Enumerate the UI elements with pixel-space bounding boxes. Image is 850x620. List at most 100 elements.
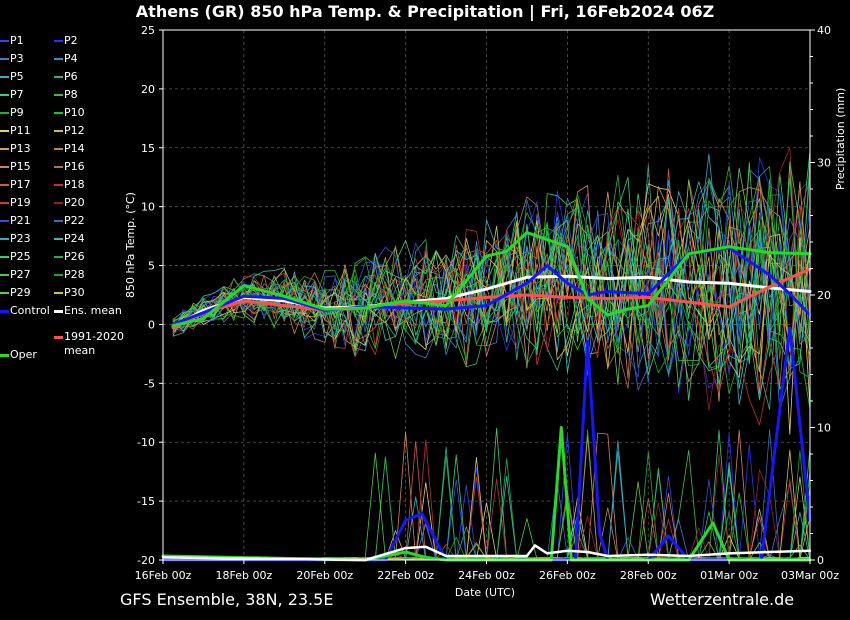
legend: P1 P2 P3 P4 P5 P6 P7 P8 P9 P10 P11 P12 P13 P14 P15 P16 P… bbox=[0, 34, 130, 374]
member-trace bbox=[172, 161, 811, 388]
legend-item: P29 bbox=[0, 286, 31, 300]
precip-line bbox=[161, 544, 812, 562]
y-tick-label: -15 bbox=[137, 495, 155, 508]
legend-swatch bbox=[54, 184, 63, 186]
legend-swatch bbox=[54, 292, 63, 294]
legend-swatch bbox=[0, 94, 9, 96]
legend-item: P19 bbox=[0, 196, 31, 210]
legend-item: P5 bbox=[0, 70, 24, 84]
x-tick-label: 24Feb 00z bbox=[458, 569, 515, 582]
legend-item: P12 bbox=[54, 124, 85, 138]
legend-item: P9 bbox=[0, 106, 24, 120]
legend-swatch bbox=[0, 148, 9, 150]
legend-item: Ens. mean bbox=[54, 304, 122, 318]
legend-item: P26 bbox=[54, 250, 85, 264]
legend-swatch bbox=[54, 40, 63, 42]
legend-swatch bbox=[54, 166, 63, 168]
legend-swatch bbox=[0, 40, 9, 42]
y2-tick-label: 0 bbox=[817, 554, 824, 567]
legend-label: P14 bbox=[64, 142, 85, 155]
series-line bbox=[171, 231, 812, 328]
legend-item: P7 bbox=[0, 88, 24, 102]
legend-label: P6 bbox=[64, 70, 78, 83]
legend-label: P30 bbox=[64, 286, 85, 299]
legend-swatch bbox=[54, 220, 63, 222]
legend-item: P3 bbox=[0, 52, 24, 66]
legend-item: P30 bbox=[54, 286, 85, 300]
legend-swatch bbox=[0, 256, 9, 258]
legend-item: P11 bbox=[0, 124, 31, 138]
member-trace bbox=[172, 181, 811, 401]
y2-tick-label: 40 bbox=[817, 24, 831, 37]
legend-item: P28 bbox=[54, 268, 85, 282]
legend-item: P6 bbox=[54, 70, 78, 84]
x-tick-label: 26Feb 00z bbox=[539, 569, 596, 582]
y2-tick-label: 30 bbox=[817, 157, 831, 170]
legend-label: P24 bbox=[64, 232, 85, 245]
x-tick-label: 01Mar 00z bbox=[700, 569, 758, 582]
legend-item: P2 bbox=[54, 34, 78, 48]
member-trace bbox=[172, 167, 811, 385]
legend-label: P21 bbox=[10, 214, 31, 227]
legend-label: P3 bbox=[10, 52, 24, 65]
x-tick-label: 22Feb 00z bbox=[377, 569, 434, 582]
precip-line bbox=[161, 426, 812, 562]
legend-item: P21 bbox=[0, 214, 31, 228]
legend-item: P15 bbox=[0, 160, 31, 174]
y-tick-label: 5 bbox=[148, 260, 155, 273]
member-trace bbox=[172, 150, 811, 401]
y-axis-label: 850 hPa Temp. (°C) bbox=[124, 192, 137, 298]
series-line bbox=[171, 267, 812, 330]
legend-swatch bbox=[54, 256, 63, 258]
legend-swatch bbox=[54, 202, 63, 204]
legend-label: P13 bbox=[10, 142, 31, 155]
legend-swatch bbox=[0, 309, 9, 313]
y-tick-label: -10 bbox=[137, 436, 155, 449]
x-tick-label: 20Feb 00z bbox=[296, 569, 353, 582]
x-tick-label: 18Feb 00z bbox=[216, 569, 273, 582]
legend-label: P11 bbox=[10, 124, 31, 137]
legend-swatch bbox=[0, 184, 9, 186]
x-tick-label: 03Mar 00z bbox=[781, 569, 839, 582]
y2-axis-label: Precipitation (mm) bbox=[834, 87, 847, 190]
legend-swatch bbox=[54, 238, 63, 240]
legend-label: P12 bbox=[64, 124, 85, 137]
legend-swatch bbox=[0, 166, 9, 168]
legend-swatch bbox=[0, 112, 9, 114]
legend-swatch bbox=[0, 130, 9, 132]
legend-label: Oper bbox=[10, 348, 37, 361]
y2-tick-label: 10 bbox=[817, 422, 831, 435]
x-tick-label: 28Feb 00z bbox=[620, 569, 677, 582]
legend-item: P27 bbox=[0, 268, 31, 282]
legend-label: P5 bbox=[10, 70, 24, 83]
site-credit: Wetterzentrale.de bbox=[650, 590, 795, 609]
legend-label: P29 bbox=[10, 286, 31, 299]
member-trace bbox=[172, 153, 811, 368]
legend-label: P17 bbox=[10, 178, 31, 191]
legend-item: P17 bbox=[0, 178, 31, 192]
legend-label: P9 bbox=[10, 106, 24, 119]
legend-label: P23 bbox=[10, 232, 31, 245]
legend-label: P20 bbox=[64, 196, 85, 209]
legend-swatch bbox=[54, 335, 63, 339]
legend-item: P10 bbox=[54, 106, 85, 120]
legend-label: P16 bbox=[64, 160, 85, 173]
legend-label: P10 bbox=[64, 106, 85, 119]
legend-item: Control bbox=[0, 304, 50, 318]
x-axis-label: Date (UTC) bbox=[454, 586, 516, 599]
legend-label: P28 bbox=[64, 268, 85, 281]
legend-label: P25 bbox=[10, 250, 31, 263]
legend-swatch bbox=[54, 76, 63, 78]
legend-swatch bbox=[0, 292, 9, 294]
member-trace bbox=[172, 183, 811, 435]
legend-swatch bbox=[54, 58, 63, 60]
legend-swatch bbox=[54, 309, 63, 313]
y-tick-label: 10 bbox=[141, 201, 155, 214]
legend-swatch bbox=[0, 58, 9, 60]
member-trace bbox=[172, 158, 811, 395]
chart-title: Athens (GR) 850 hPa Temp. & Precipitatio… bbox=[135, 2, 715, 21]
legend-label: P7 bbox=[10, 88, 24, 101]
legend-item: P4 bbox=[54, 52, 78, 66]
model-info: GFS Ensemble, 38N, 23.5E bbox=[120, 590, 334, 609]
